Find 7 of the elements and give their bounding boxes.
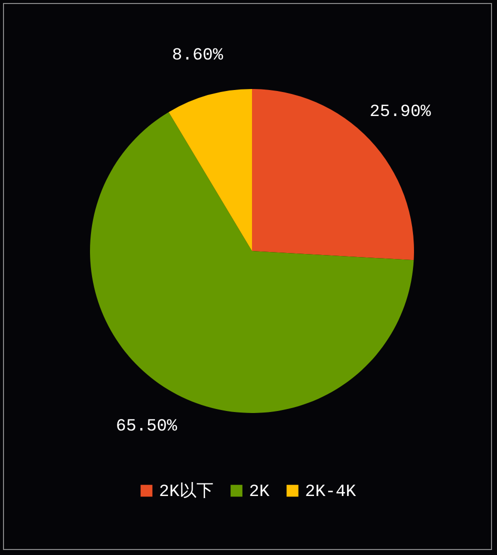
data-label: 65.50% xyxy=(116,418,178,437)
pie-slice xyxy=(168,89,252,251)
legend-label: 2K xyxy=(249,482,270,502)
data-label: 25.90% xyxy=(370,102,432,122)
legend-label: 2K-4K xyxy=(305,482,357,502)
legend-label: 2K以下 xyxy=(159,482,214,502)
data-label: 8.60% xyxy=(172,46,224,66)
